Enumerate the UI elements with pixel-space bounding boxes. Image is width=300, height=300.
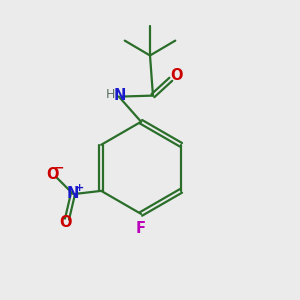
- Text: −: −: [53, 161, 64, 175]
- Text: +: +: [75, 184, 84, 194]
- Text: F: F: [136, 221, 146, 236]
- Text: O: O: [46, 167, 58, 182]
- Text: H: H: [106, 88, 115, 100]
- Text: O: O: [170, 68, 183, 83]
- Text: N: N: [67, 186, 79, 201]
- Text: N: N: [114, 88, 127, 103]
- Text: O: O: [59, 214, 72, 230]
